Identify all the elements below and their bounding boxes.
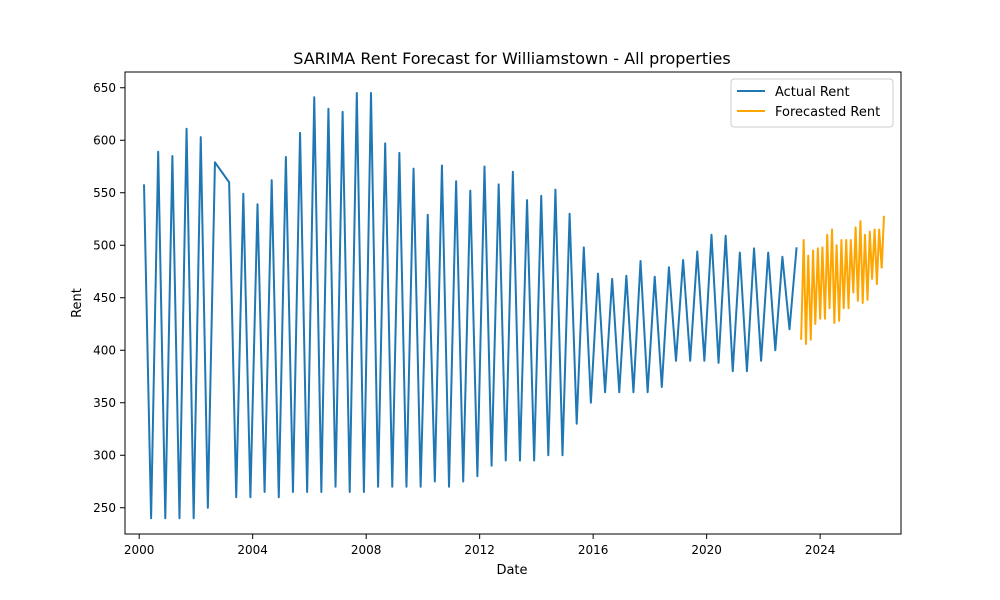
y-tick-label: 500 (93, 238, 116, 252)
y-tick-label: 250 (93, 501, 116, 515)
y-tick-label: 350 (93, 396, 116, 410)
x-tick-label: 2016 (578, 543, 609, 557)
y-tick-label: 550 (93, 186, 116, 200)
y-tick-label: 300 (93, 448, 116, 462)
legend-box (730, 78, 894, 128)
legend-label-forecast: Forecasted Rent (775, 105, 880, 120)
x-tick-label: 2020 (691, 543, 722, 557)
y-tick-label: 450 (93, 291, 116, 305)
legend-label-actual: Actual Rent (775, 85, 850, 100)
axes (124, 71, 902, 535)
x-axis-label: Date (496, 563, 527, 578)
series-line-2 (880, 215, 885, 269)
y-tick-label: 650 (93, 81, 116, 95)
x-tick-label: 2012 (464, 543, 495, 557)
y-tick-label: 600 (93, 133, 116, 147)
x-axis-ticks: 2000 2004 2008 2012 2016 2020 2024 (124, 534, 835, 557)
plot-frame (124, 71, 902, 535)
y-axis-label: Rent (70, 288, 85, 318)
x-tick-label: 2024 (805, 543, 836, 557)
x-tick-label: 2000 (124, 543, 155, 557)
plot-area (143, 92, 885, 520)
series-line-1 (800, 220, 883, 345)
chart-title: SARIMA Rent Forecast for Williamstown - … (293, 49, 730, 68)
y-axis-ticks: 250 300 350 400 450 500 550 600 650 (93, 81, 125, 515)
x-tick-label: 2008 (351, 543, 382, 557)
legend: Actual Rent Forecasted Rent (730, 78, 894, 128)
x-tick-label: 2004 (237, 543, 268, 557)
series-line-0 (143, 92, 798, 520)
y-tick-label: 400 (93, 343, 116, 357)
